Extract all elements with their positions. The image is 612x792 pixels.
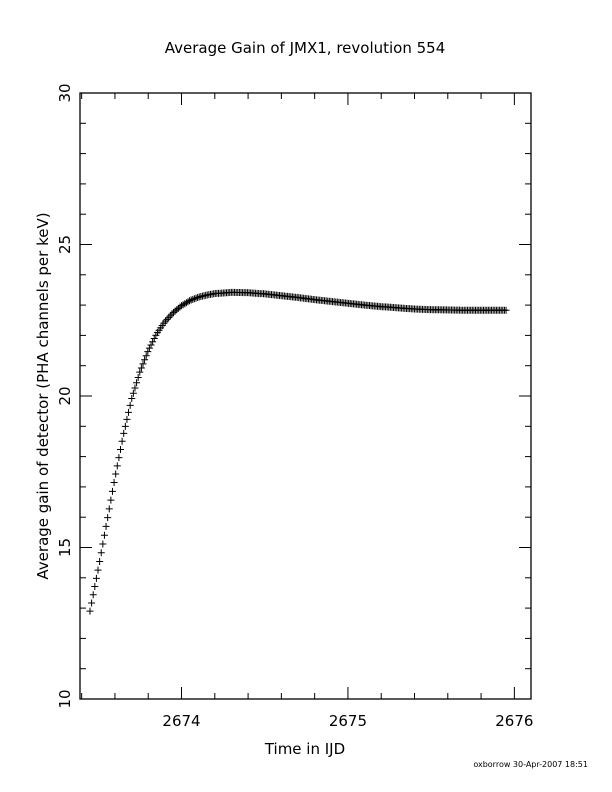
y-tick-labels: 10 15 20 25 30 xyxy=(56,83,74,708)
x-tick-label: 2675 xyxy=(329,712,367,730)
data-point xyxy=(128,395,136,403)
data-point xyxy=(94,566,102,574)
data-point xyxy=(184,298,192,306)
data-point xyxy=(131,384,139,392)
data-point xyxy=(147,341,155,349)
data-point xyxy=(91,583,99,591)
data-point xyxy=(168,310,176,318)
data-point xyxy=(99,540,107,548)
data-point xyxy=(190,295,198,303)
y-tick-label: 15 xyxy=(56,538,74,557)
data-point xyxy=(118,437,126,445)
data-point xyxy=(96,558,104,566)
data-point xyxy=(187,296,195,304)
data-point xyxy=(88,599,96,607)
data-point xyxy=(189,295,197,303)
data-point xyxy=(144,348,152,356)
data-point xyxy=(166,312,174,320)
data-point xyxy=(89,591,97,599)
data-point xyxy=(113,462,121,470)
data-point xyxy=(149,338,157,346)
data-point xyxy=(142,352,150,360)
data-point xyxy=(125,408,133,416)
data-series xyxy=(86,288,510,615)
data-point xyxy=(192,294,200,302)
data-point xyxy=(110,479,118,487)
data-point xyxy=(100,531,108,539)
data-point xyxy=(104,514,112,522)
data-point xyxy=(161,317,169,325)
data-point xyxy=(92,574,100,582)
x-tick-label: 2676 xyxy=(495,712,533,730)
data-point xyxy=(139,360,147,368)
data-point xyxy=(97,549,105,557)
data-point xyxy=(133,379,141,387)
x-axis-label: Time in IJD xyxy=(264,740,345,758)
data-point xyxy=(163,315,171,323)
data-point xyxy=(112,470,120,478)
y-tick-label: 20 xyxy=(56,386,74,405)
data-point xyxy=(123,415,131,423)
y-axis-label: Average gain of detector (PHA channels p… xyxy=(34,212,52,579)
axis-ticks xyxy=(80,92,531,700)
y-tick-label: 30 xyxy=(56,83,74,102)
data-point xyxy=(145,344,153,352)
data-point xyxy=(121,422,129,430)
data-point xyxy=(108,487,116,495)
data-point xyxy=(165,314,173,322)
x-tick-label: 2674 xyxy=(162,712,200,730)
data-point xyxy=(502,306,510,314)
data-point xyxy=(141,356,149,364)
data-point xyxy=(86,607,94,615)
data-point xyxy=(105,505,113,513)
data-point xyxy=(117,445,125,453)
data-point xyxy=(102,522,110,530)
data-point xyxy=(137,364,145,372)
footer-stamp: oxborrow 30-Apr-2007 18:51 xyxy=(473,760,588,769)
y-tick-label: 10 xyxy=(56,689,74,708)
plot-frame xyxy=(79,92,532,700)
data-point xyxy=(129,389,137,397)
y-tick-label: 25 xyxy=(56,235,74,254)
chart-title: Average Gain of JMX1, revolution 554 xyxy=(165,39,446,57)
data-point xyxy=(120,429,128,437)
data-point xyxy=(115,454,123,462)
data-point xyxy=(134,373,142,381)
data-point xyxy=(186,297,194,305)
data-point xyxy=(136,368,144,376)
data-point xyxy=(126,401,134,409)
data-point xyxy=(107,496,115,504)
x-tick-labels: 2674 2675 2676 xyxy=(162,712,533,730)
data-point xyxy=(150,335,158,343)
